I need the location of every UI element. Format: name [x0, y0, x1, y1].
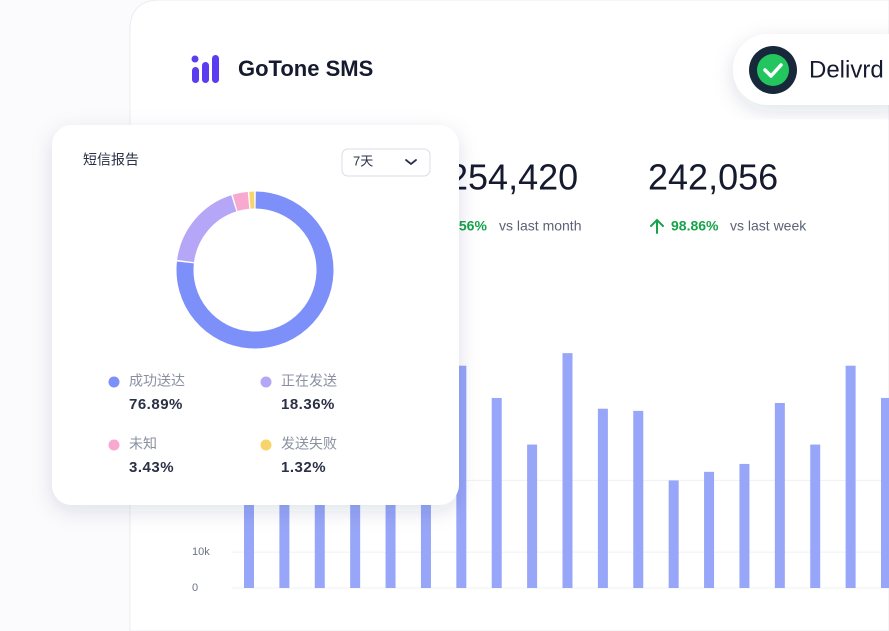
bar: [633, 410, 644, 588]
legend-label: 未知: [129, 436, 157, 452]
bar: [597, 408, 608, 588]
y-tick-label: 0: [192, 582, 198, 594]
logo-bar: [212, 55, 219, 83]
stat-value: 242,056: [648, 157, 778, 198]
bar: [668, 480, 679, 588]
logo-bar: [192, 67, 199, 83]
stat-change: .56%: [455, 218, 487, 234]
legend-label: 正在发送: [281, 373, 337, 389]
legend-value: 18.36%: [281, 396, 335, 413]
stat-period: vs last month: [499, 218, 581, 234]
bar: [845, 365, 856, 588]
legend-label: 成功送达: [129, 373, 185, 389]
stat-value: 254,420: [448, 157, 578, 198]
bar: [385, 430, 396, 588]
card: [52, 125, 459, 505]
donut-segment: [177, 195, 237, 263]
legend-dot: [108, 376, 120, 388]
bar: [350, 444, 361, 588]
donut-chart: 成功送达 76.89% 正在发送 18.36% 未知 3.43% 发送失败 1.32%: [108, 191, 337, 476]
bar: [456, 365, 467, 588]
donut-card: 短信报告 7天 成功送达 76.89% 正在发送 18.36% 未知 3.43% 发送失败 1…: [52, 125, 459, 505]
bar: [881, 397, 889, 588]
card-title: 短信报告: [83, 152, 139, 168]
chevron[interactable]: [405, 159, 417, 166]
stat-period: vs last week: [730, 218, 807, 234]
bar: [491, 397, 502, 588]
legend-value: 76.89%: [129, 396, 183, 413]
legend-dot: [260, 376, 272, 388]
legend-value: 1.32%: [281, 459, 326, 476]
legend-dot: [260, 439, 272, 451]
donut-segment: [176, 191, 334, 349]
bar: [810, 444, 821, 588]
bar: [527, 444, 538, 588]
donut-segment: [232, 191, 250, 212]
bar: [774, 402, 785, 588]
bar: [244, 426, 254, 588]
brand-name: GoTone SMS: [238, 56, 373, 81]
logo-dot: [191, 55, 199, 63]
status-text: Delivrd: [809, 56, 884, 83]
legend-label: 发送失败: [281, 436, 337, 452]
logo: [191, 55, 219, 83]
check-mark: [763, 63, 783, 78]
legend-value: 3.43%: [129, 459, 174, 476]
bar: [562, 353, 573, 588]
stat-change: 98.86%: [671, 218, 719, 234]
logo-bar: [202, 62, 209, 83]
bar: [739, 463, 750, 588]
legend-dot: [108, 439, 120, 451]
status-icon-inner: [757, 54, 789, 86]
period-select-text[interactable]: 7天: [353, 153, 373, 168]
up-arrow: [650, 218, 664, 234]
period-select[interactable]: [341, 148, 431, 177]
y-tick-label: 10k: [192, 546, 210, 558]
bar: [704, 471, 715, 588]
